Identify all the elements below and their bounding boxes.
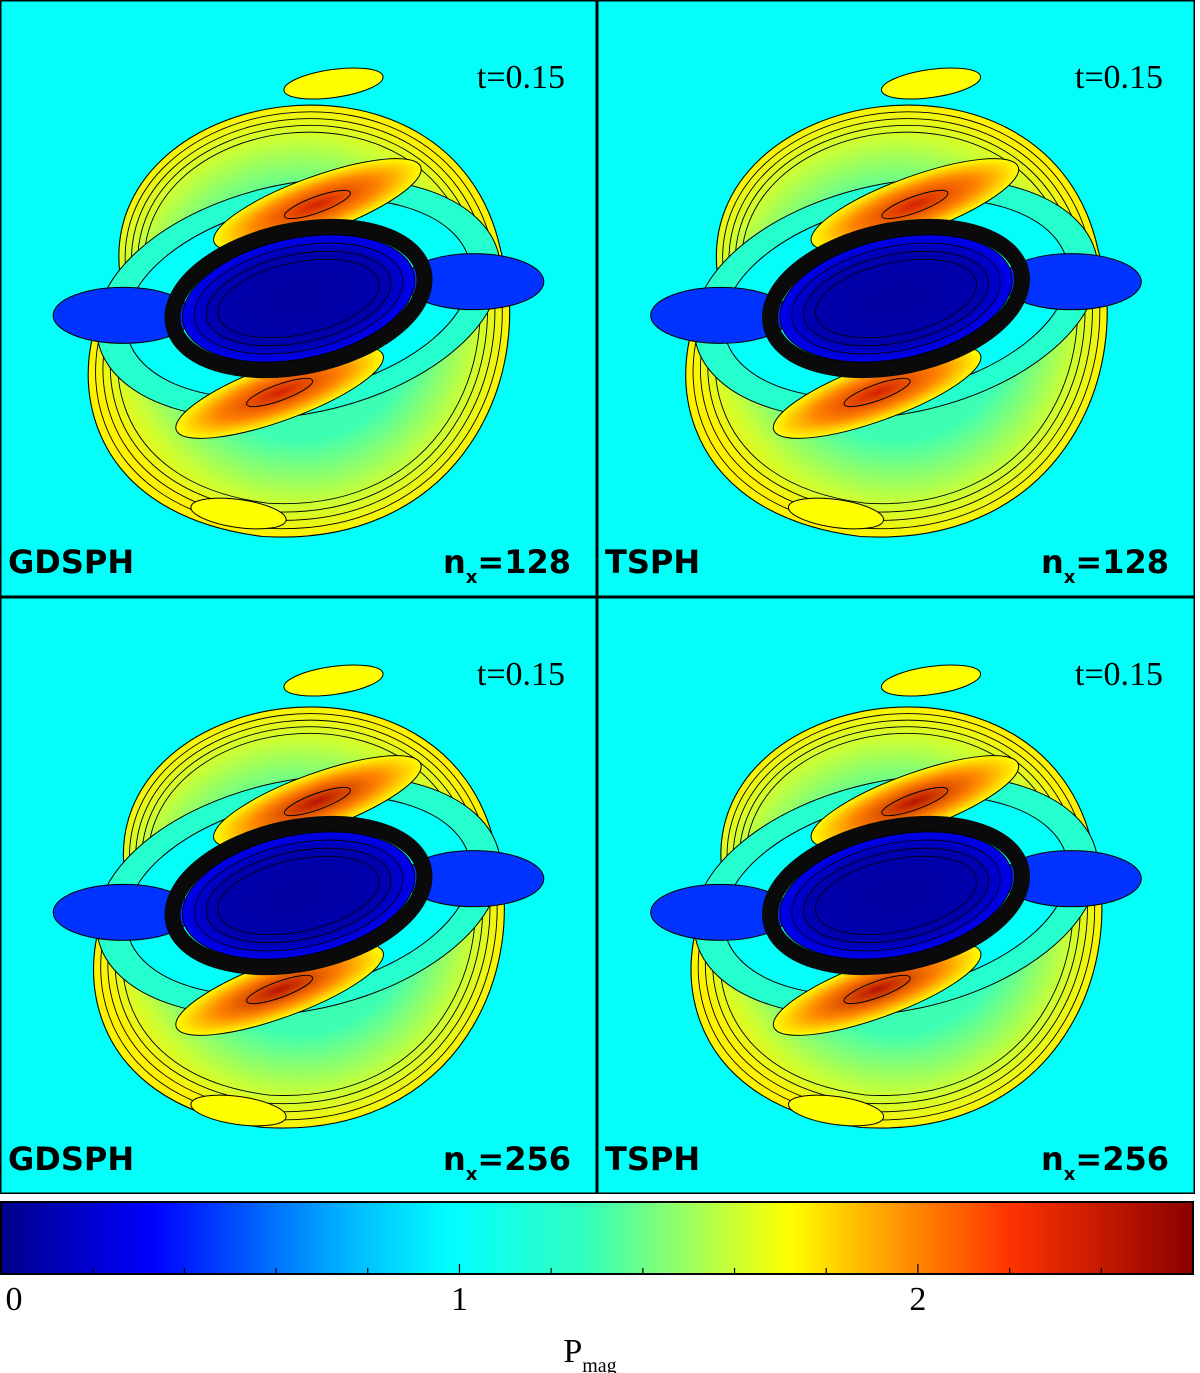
contour-line bbox=[190, 497, 287, 530]
contour-line bbox=[95, 111, 503, 530]
contour-line bbox=[815, 855, 977, 936]
resolution-label: nx=256 bbox=[1041, 1140, 1169, 1185]
contour-line bbox=[205, 847, 392, 944]
panel-gdsph-256: t=0.15 GDSPH nx=256 bbox=[0, 597, 597, 1194]
contour-line bbox=[791, 242, 1001, 355]
contour-line bbox=[881, 189, 949, 220]
low-pressure-core bbox=[779, 234, 1013, 363]
contour-line bbox=[843, 974, 911, 1005]
contour-line bbox=[697, 713, 1096, 1121]
contour-line bbox=[283, 67, 384, 100]
contour-line bbox=[114, 726, 484, 1104]
time-label: t=0.15 bbox=[477, 656, 565, 693]
contour-line bbox=[283, 189, 351, 220]
panel-tsph-256: t=0.15 TSPH nx=256 bbox=[597, 597, 1195, 1194]
colorbar-tick-label: 2 bbox=[909, 1281, 926, 1318]
contour-line bbox=[283, 786, 351, 817]
contour-line bbox=[217, 258, 380, 339]
contour-line bbox=[700, 118, 1093, 521]
contour-line bbox=[714, 131, 1078, 505]
low-pressure-core bbox=[779, 831, 1013, 960]
contour-line bbox=[815, 258, 977, 339]
contour-line bbox=[843, 377, 911, 408]
contour-line bbox=[881, 786, 949, 817]
contour-line bbox=[190, 1094, 287, 1127]
contour-line bbox=[880, 664, 982, 697]
contour-line bbox=[246, 974, 314, 1005]
contour-line bbox=[692, 111, 1101, 530]
core-ring bbox=[762, 218, 1030, 379]
time-label: t=0.15 bbox=[1075, 59, 1163, 96]
time-label: t=0.15 bbox=[1075, 656, 1163, 693]
contour-line bbox=[107, 719, 491, 1113]
panel-tsph-128: t=0.15 TSPH nx=128 bbox=[597, 0, 1195, 597]
contour-line bbox=[787, 497, 885, 530]
contour-line bbox=[205, 250, 392, 347]
contour-line bbox=[217, 855, 380, 936]
colorbar-tick-label: 1 bbox=[451, 1281, 468, 1318]
colorbar-tick-label: 0 bbox=[6, 1281, 23, 1318]
contour-line bbox=[102, 118, 496, 521]
core-ring bbox=[164, 218, 433, 379]
low-pressure-core bbox=[181, 234, 416, 363]
panel-frame bbox=[597, 597, 1195, 1194]
contour-line bbox=[803, 250, 989, 347]
contour-line bbox=[121, 732, 476, 1096]
contour-line bbox=[193, 242, 404, 355]
contour-line bbox=[880, 67, 982, 100]
contour-line bbox=[704, 719, 1088, 1113]
resolution-label: nx=128 bbox=[1041, 543, 1169, 588]
contour-line bbox=[719, 732, 1074, 1096]
method-label: GDSPH bbox=[8, 1140, 134, 1178]
core-ring bbox=[762, 815, 1030, 976]
contour-line bbox=[109, 124, 488, 513]
low-pressure-core bbox=[181, 831, 416, 960]
colorbar: 0 1 2 Pmag bbox=[0, 1201, 1194, 1373]
resolution-label: nx=256 bbox=[443, 1140, 571, 1185]
contour-line bbox=[100, 713, 498, 1121]
contour-line bbox=[117, 131, 481, 505]
panel-gdsph-128: t=0.15 GDSPH nx=128 bbox=[0, 0, 597, 597]
method-label: TSPH bbox=[605, 1140, 700, 1178]
method-label: GDSPH bbox=[8, 543, 134, 581]
contour-line bbox=[712, 726, 1081, 1104]
contour-line bbox=[791, 839, 1001, 952]
contour-line bbox=[193, 839, 404, 952]
colorbar-gradient bbox=[0, 1201, 1194, 1275]
contour-line bbox=[787, 1094, 885, 1127]
core-ring bbox=[164, 815, 433, 976]
contour-line bbox=[246, 377, 314, 408]
contour-line bbox=[707, 124, 1086, 513]
contour-line bbox=[803, 847, 989, 944]
contour-line bbox=[283, 664, 384, 697]
resolution-label: nx=128 bbox=[443, 543, 571, 588]
method-label: TSPH bbox=[605, 543, 700, 581]
time-label: t=0.15 bbox=[477, 59, 565, 96]
colorbar-label: Pmag bbox=[563, 1333, 616, 1373]
